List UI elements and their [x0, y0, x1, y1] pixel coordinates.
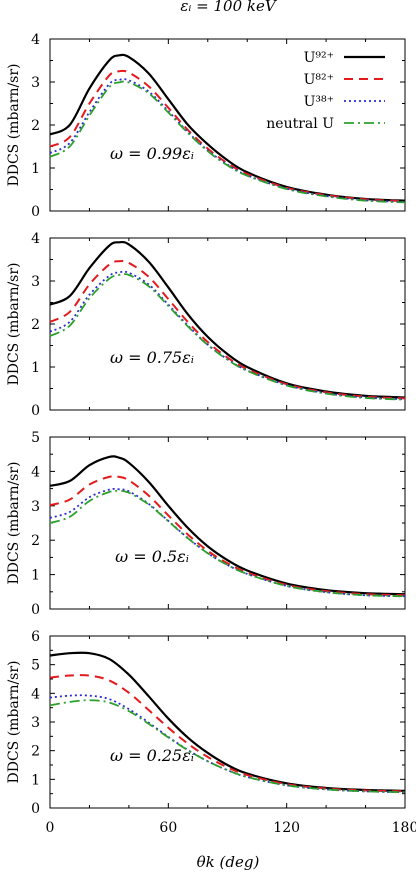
omega-annotation: ω = 0.75εᵢ: [110, 348, 194, 367]
omega-annotation: ω = 0.5εᵢ: [115, 547, 189, 566]
y-axis-label: DDCS (mbarn/sr): [6, 63, 22, 186]
omega-annotation: ω = 0.99εᵢ: [110, 144, 194, 163]
series-line-u92: [49, 455, 406, 596]
x-axis-label: θk (deg): [197, 853, 260, 871]
y-axis-label: DDCS (mbarn/sr): [6, 461, 22, 584]
y-tick-label: 2: [31, 317, 40, 333]
series-line-u38: [49, 694, 406, 794]
y-tick-label: 0: [31, 801, 40, 817]
series-line-neutral-u: [49, 489, 406, 598]
y-tick-label: 1: [31, 360, 40, 376]
y-tick-label: 4: [31, 464, 40, 480]
y-tick-label: 4: [31, 32, 40, 48]
y-tick-label: 1: [31, 772, 40, 788]
panel-3: 0 1 2 3 4 5 DDCS (mbarn/sr) ω = 0.5εᵢ: [6, 430, 406, 618]
legend: U⁹²⁺ U⁸²⁺ U³⁸⁺ neutral U: [266, 50, 385, 132]
series-line-u92: [49, 240, 406, 399]
y-tick-label: 4: [31, 686, 40, 702]
plot-frame: [49, 436, 406, 610]
legend-label-u92: U⁹²⁺: [304, 50, 334, 66]
y-tick-label: 3: [31, 499, 40, 515]
panels-group: 0 1 2 3 4 DDCS (mbarn/sr) ω = 0.99εᵢ U⁹²⁺ U⁸²⁺ U³…: [6, 32, 416, 836]
y-tick-label: 2: [31, 744, 40, 760]
y-tick-label: 1: [31, 161, 40, 177]
y-axis-label: DDCS (mbarn/sr): [6, 262, 22, 385]
y-tick-label: 2: [31, 118, 40, 134]
series-line-u92: [49, 651, 406, 792]
y-tick-label: 2: [31, 533, 40, 549]
series-line-u82: [49, 259, 406, 400]
y-tick-label: 5: [31, 658, 40, 674]
legend-label-u82: U⁸²⁺: [304, 72, 334, 88]
series-line-u82: [49, 69, 406, 203]
y-tick-label: 3: [31, 75, 40, 91]
x-tick-label: 120: [273, 820, 300, 836]
plot-frame: [49, 237, 406, 411]
legend-label-neutral-u: neutral U: [266, 116, 334, 132]
y-tick-label: 1: [31, 568, 40, 584]
series-line-u38: [49, 487, 406, 598]
plot-frame: [49, 38, 406, 212]
series-line-neutral-u: [49, 80, 406, 204]
y-tick-label: 0: [31, 602, 40, 618]
series-line-u82: [49, 475, 406, 597]
y-tick-label: 3: [31, 715, 40, 731]
y-tick-label: 6: [31, 629, 40, 645]
plot-frame: [49, 635, 406, 809]
y-tick-label: 0: [31, 204, 40, 220]
x-tick-label: 180: [392, 820, 416, 836]
y-tick-label: 5: [31, 430, 40, 446]
y-tick-label: 0: [31, 403, 40, 419]
series-line-u38: [49, 270, 406, 401]
x-tick-label: 60: [159, 820, 177, 836]
series-line-neutral-u: [49, 273, 406, 401]
omega-annotation: ω = 0.25εᵢ: [110, 746, 194, 765]
legend-label-u38: U³⁸⁺: [304, 94, 334, 110]
series-line-u38: [49, 78, 406, 203]
series-line-u82: [49, 674, 406, 793]
y-tick-label: 4: [31, 231, 40, 247]
series-line-neutral-u: [49, 699, 406, 794]
chart-title: εᵢ = 100 keV: [180, 0, 278, 15]
panel-2: 0 1 2 3 4 DDCS (mbarn/sr) ω = 0.75εᵢ: [6, 231, 406, 419]
panel-1: 0 1 2 3 4 DDCS (mbarn/sr) ω = 0.99εᵢ U⁹²⁺ U⁸²⁺ U³…: [6, 32, 406, 220]
y-tick-label: 3: [31, 274, 40, 290]
series-line-u92: [49, 53, 406, 202]
y-axis-label: DDCS (mbarn/sr): [6, 660, 22, 783]
x-tick-label: 0: [46, 820, 55, 836]
